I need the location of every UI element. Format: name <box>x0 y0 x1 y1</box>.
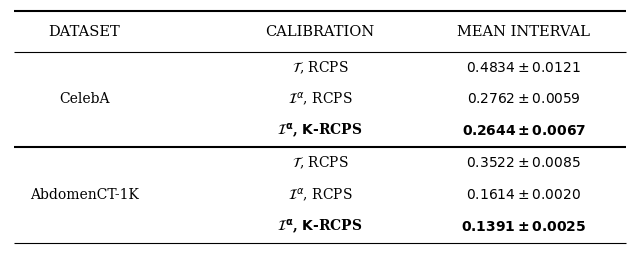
Text: $0.3522 \pm 0.0085$: $0.3522 \pm 0.0085$ <box>467 156 581 170</box>
Text: $\mathbf{0.2644 \pm 0.0067}$: $\mathbf{0.2644 \pm 0.0067}$ <box>461 124 586 138</box>
Text: $\mathcal{I}^\alpha$, RCPS: $\mathcal{I}^\alpha$, RCPS <box>287 91 353 108</box>
Text: $0.4834 \pm 0.0121$: $0.4834 \pm 0.0121$ <box>467 60 581 74</box>
Text: $\mathbf{\mathcal{I}^\alpha}$, $\mathbf{K}$-RCPS: $\mathbf{\mathcal{I}^\alpha}$, $\mathbf{… <box>277 122 363 140</box>
Text: $0.2762 \pm 0.0059$: $0.2762 \pm 0.0059$ <box>467 92 580 106</box>
Text: CelebA: CelebA <box>59 92 109 106</box>
Text: AbdomenCT-1K: AbdomenCT-1K <box>30 188 139 202</box>
Text: $\mathbf{0.1391 \pm 0.0025}$: $\mathbf{0.1391 \pm 0.0025}$ <box>461 220 586 234</box>
Text: $\mathcal{T}$, RCPS: $\mathcal{T}$, RCPS <box>292 59 348 76</box>
Text: $0.1614 \pm 0.0020$: $0.1614 \pm 0.0020$ <box>467 188 582 202</box>
Text: $\mathbf{\mathcal{I}^\alpha}$, $\mathbf{K}$-RCPS: $\mathbf{\mathcal{I}^\alpha}$, $\mathbf{… <box>277 217 363 236</box>
Text: $\mathcal{I}^\alpha$, RCPS: $\mathcal{I}^\alpha$, RCPS <box>287 186 353 203</box>
Text: DATASET: DATASET <box>49 25 120 39</box>
Text: MEAN INTERVAL: MEAN INTERVAL <box>458 25 591 39</box>
Text: $\mathcal{T}$, RCPS: $\mathcal{T}$, RCPS <box>292 155 348 171</box>
Text: CALIBRATION: CALIBRATION <box>266 25 374 39</box>
